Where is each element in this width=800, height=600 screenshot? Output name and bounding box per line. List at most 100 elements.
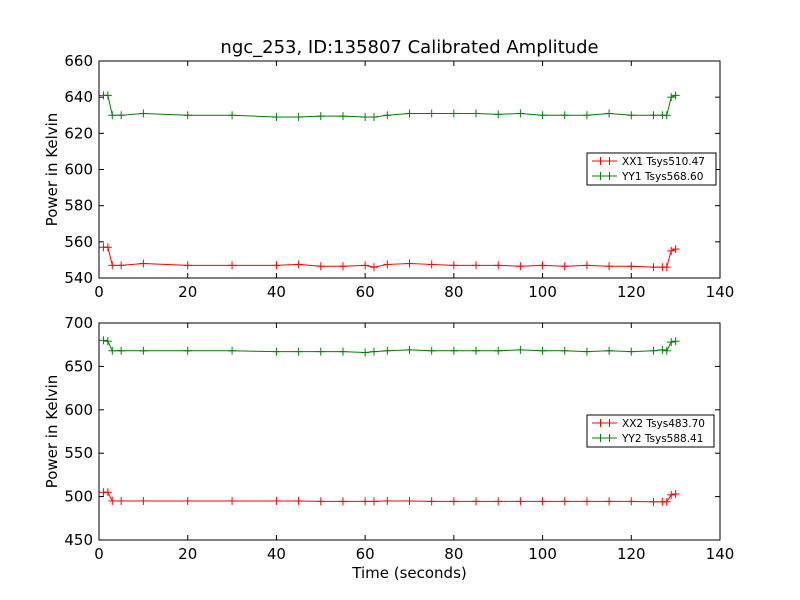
data-point [361, 497, 370, 506]
x-tick-label: 0 [94, 283, 104, 301]
data-point [649, 263, 658, 272]
data-point [228, 261, 237, 270]
data-point [370, 263, 379, 272]
data-point [627, 111, 636, 120]
x-tick-label: 40 [267, 545, 286, 563]
y-tick-label: 700 [64, 314, 93, 332]
data-point [427, 346, 436, 355]
data-point [139, 496, 148, 505]
data-point [427, 497, 436, 506]
data-point [472, 346, 481, 355]
data-point [582, 347, 591, 356]
data-point [338, 112, 347, 121]
x-tick-label: 100 [528, 545, 557, 563]
data-point [427, 260, 436, 269]
data-point [667, 338, 676, 347]
data-point [272, 347, 281, 356]
y-tick-label: 500 [64, 488, 93, 506]
data-point [671, 337, 680, 346]
data-point [370, 347, 379, 356]
data-point [99, 336, 108, 345]
legend-label: YY1 Tsys568.60 [621, 171, 703, 183]
data-point [671, 489, 680, 498]
data-point [117, 261, 126, 270]
data-point [538, 111, 547, 120]
data-point [383, 346, 392, 355]
data-point [405, 109, 414, 118]
data-point [108, 261, 117, 270]
data-point [472, 109, 481, 118]
data-point [627, 347, 636, 356]
data-point [649, 111, 658, 120]
series-2 [99, 91, 680, 122]
data-point [117, 346, 126, 355]
data-point [667, 93, 676, 102]
data-point [228, 346, 237, 355]
data-point [472, 497, 481, 506]
data-point [294, 496, 303, 505]
data-point [103, 243, 112, 252]
data-point [494, 110, 503, 119]
data-point [649, 346, 658, 355]
data-point [649, 497, 658, 506]
data-point [662, 497, 671, 506]
data-point [449, 346, 458, 355]
data-point [183, 261, 192, 270]
data-point [671, 91, 680, 100]
data-point [449, 261, 458, 270]
data-point [538, 346, 547, 355]
data-point [516, 497, 525, 506]
x-tick-label: 120 [617, 545, 646, 563]
data-point [338, 497, 347, 506]
legend-box [586, 414, 715, 448]
data-point [294, 113, 303, 122]
legend-box [586, 152, 717, 186]
y-tick-label: 550 [64, 444, 93, 462]
data-point [605, 262, 614, 271]
series-line [103, 491, 676, 503]
data-point [272, 113, 281, 122]
data-point [582, 497, 591, 506]
data-point [582, 111, 591, 120]
y-tick-label: 620 [64, 124, 93, 142]
subplot-1: 0 20 40 60 80 100 120 140 540 560 580 600 620 640 660 n… [43, 37, 734, 301]
y-axis-label: Power in Kelvin [43, 113, 61, 227]
data-point [139, 109, 148, 118]
data-point [667, 490, 676, 499]
data-point [671, 245, 680, 254]
data-point [370, 497, 379, 506]
y-axis-label: Power in Kelvin [43, 375, 61, 489]
data-point [139, 346, 148, 355]
data-point [516, 262, 525, 271]
data-point [405, 259, 414, 268]
data-point [294, 347, 303, 356]
data-point [383, 111, 392, 120]
data-point [361, 348, 370, 357]
data-point [361, 113, 370, 122]
legend-label: YY2 Tsys588.41 [621, 433, 703, 445]
series-line [103, 94, 676, 118]
data-point [117, 496, 126, 505]
legend-item: XX1 Tsys510.47 [592, 156, 705, 168]
data-point [316, 262, 325, 271]
subplot-2: 0 20 40 60 80 100 120 140 450 500 550 600 650 700 Powe… [43, 314, 734, 582]
data-point [427, 109, 436, 118]
x-tick-label: 100 [528, 283, 557, 301]
data-point [560, 497, 569, 506]
data-point [405, 496, 414, 505]
data-point [103, 337, 112, 346]
x-tick-label: 0 [94, 545, 104, 563]
chart-title: ngc_253, ID:135807 Calibrated Amplitude [220, 37, 598, 58]
y-tick-label: 650 [64, 357, 93, 375]
data-point [662, 346, 671, 355]
x-tick-label: 80 [444, 283, 463, 301]
data-point [662, 111, 671, 120]
data-point [183, 111, 192, 120]
y-tick-label: 600 [64, 401, 93, 419]
data-point [405, 345, 414, 354]
data-point [228, 496, 237, 505]
data-point [183, 346, 192, 355]
data-point [103, 488, 112, 497]
x-tick-label: 20 [178, 545, 197, 563]
